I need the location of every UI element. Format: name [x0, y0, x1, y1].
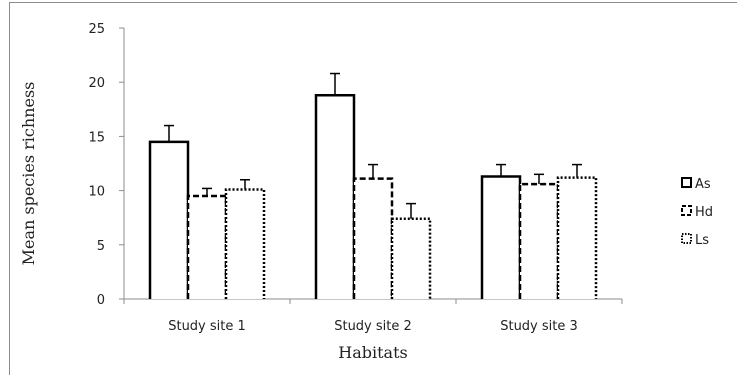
y-tick-label: 15: [88, 130, 105, 145]
x-tick-label: Study site 3: [500, 319, 578, 334]
y-tick-label: 25: [88, 22, 105, 37]
x-tick-label: Study site 1: [168, 319, 246, 334]
y-tick-label: 20: [88, 76, 105, 91]
x-tick-label: Study site 2: [334, 319, 412, 334]
bar-hd: [352, 177, 394, 299]
bar-as: [314, 93, 356, 299]
legend-swatch-ls: [681, 233, 692, 244]
error-bars: [164, 72, 582, 219]
bars: [148, 93, 598, 299]
legend-swatch-hd: [681, 205, 692, 216]
bar-hd: [186, 194, 228, 299]
legend: As Hd Ls: [681, 177, 713, 248]
legend-label-as: As: [695, 177, 711, 192]
bar-ls: [556, 176, 598, 299]
labels: 0 5 10 15 20 25 Study site 1 Study site 2 Study …: [19, 22, 578, 362]
bar-as: [148, 140, 190, 299]
bar-hd: [518, 182, 560, 299]
y-axis-title: Mean species richness: [19, 82, 38, 266]
bar-ls: [390, 217, 432, 299]
x-axis-title: Habitats: [338, 343, 407, 362]
bar-as: [480, 175, 522, 299]
legend-label-hd: Hd: [695, 205, 713, 220]
bar-ls: [224, 188, 266, 299]
legend-swatch-as: [681, 177, 692, 188]
legend-label-ls: Ls: [695, 233, 709, 248]
y-tick-label: 10: [88, 185, 105, 200]
y-tick-label: 0: [97, 293, 105, 308]
y-tick-label: 5: [97, 239, 105, 254]
chart-border: [9, 2, 737, 375]
